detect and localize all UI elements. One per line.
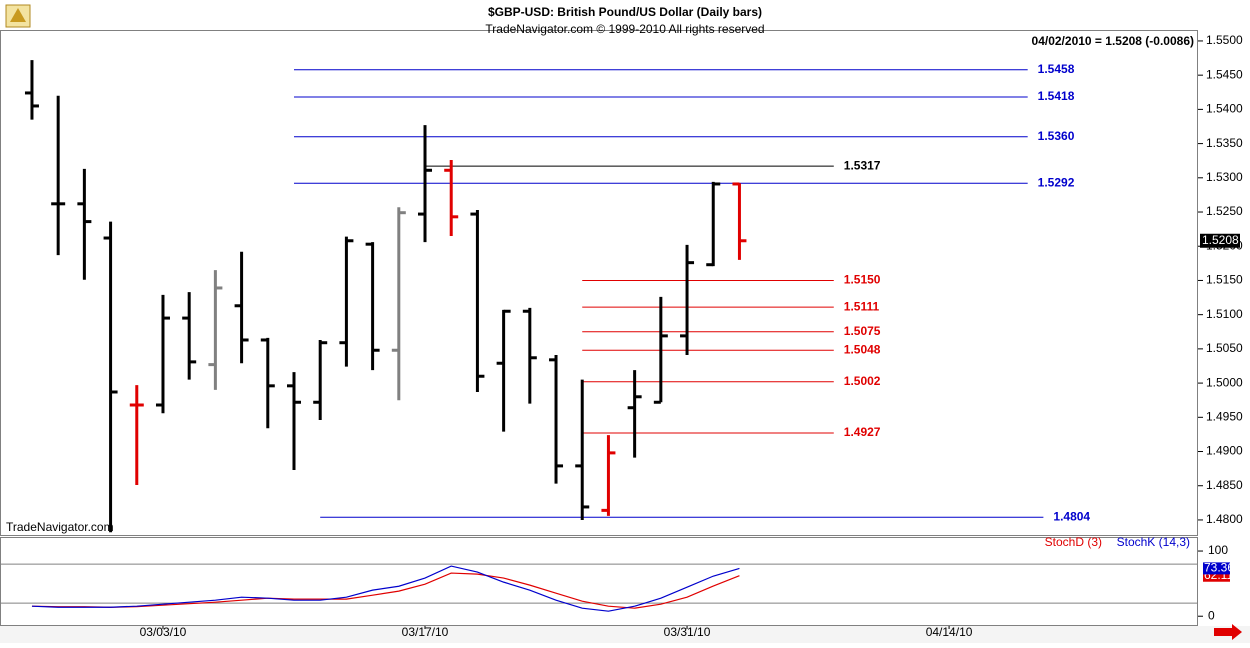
stoch-line (31, 565, 740, 612)
y-tick-label: 1.4900 (1206, 444, 1243, 458)
legend-label: StochD (3) (1045, 535, 1102, 549)
level-label: 1.5002 (844, 374, 881, 388)
y-tick-label: 1.4800 (1206, 512, 1243, 526)
y-tick-label: 100 (1208, 543, 1228, 557)
level-label: 1.5048 (844, 342, 881, 356)
y-tick-label: 1.4850 (1206, 478, 1243, 492)
y-tick-label: 1.4950 (1206, 409, 1243, 423)
x-tick-label: 03/31/10 (664, 625, 711, 639)
y-tick-label: 1.5500 (1206, 33, 1243, 47)
level-label: 1.5292 (1038, 175, 1075, 189)
y-tick-label: 1.5300 (1206, 170, 1243, 184)
logo (5, 4, 31, 28)
main-frame (0, 30, 1198, 536)
price-tag (1200, 233, 1240, 248)
chart-subtitle: TradeNavigator.com © 1999-2010 All right… (485, 22, 764, 36)
y-tick-label: 1.5050 (1206, 341, 1243, 355)
level-label: 1.5111 (844, 299, 880, 313)
price-tag-label: 1.5208 (1202, 233, 1239, 247)
watermark: TradeNavigator.com (6, 520, 114, 534)
chart-title: $GBP-USD: British Pound/US Dollar (Daily… (488, 5, 762, 19)
x-tick-label: 03/03/10 (140, 625, 187, 639)
date-strip (0, 626, 1250, 643)
level-label: 1.5317 (844, 158, 881, 172)
legend-label: StochK (14,3) (1117, 535, 1190, 549)
value-tag (1203, 562, 1230, 575)
status-line: 04/02/2010 = 1.5208 (-0.0086) (1032, 34, 1194, 48)
scroll-arrow[interactable] (1214, 624, 1242, 640)
level-label: 1.5075 (844, 324, 881, 338)
level-label: 1.5458 (1038, 62, 1075, 76)
y-tick-label: 1.5000 (1206, 375, 1243, 389)
y-tick-label: 1.5250 (1206, 204, 1243, 218)
y-tick-label: 0 (1208, 608, 1215, 622)
stoch-line (31, 572, 740, 609)
y-tick-label: 1.5150 (1206, 273, 1243, 287)
value-tag-label: 73.36 (1204, 561, 1234, 575)
y-tick-label: 1.5450 (1206, 67, 1243, 81)
level-label: 1.5418 (1038, 89, 1075, 103)
x-tick-label: 03/17/10 (402, 625, 449, 639)
level-label: 1.4927 (844, 425, 881, 439)
level-label: 1.5150 (844, 273, 881, 287)
x-tick-label: 04/14/10 (926, 625, 973, 639)
stoch-frame (0, 537, 1198, 626)
y-tick-label: 1.5100 (1206, 307, 1243, 321)
level-label: 1.4804 (1053, 509, 1090, 523)
y-tick-label: 1.5350 (1206, 136, 1243, 150)
level-label: 1.5360 (1038, 129, 1075, 143)
y-tick-label: 1.5400 (1206, 102, 1243, 116)
